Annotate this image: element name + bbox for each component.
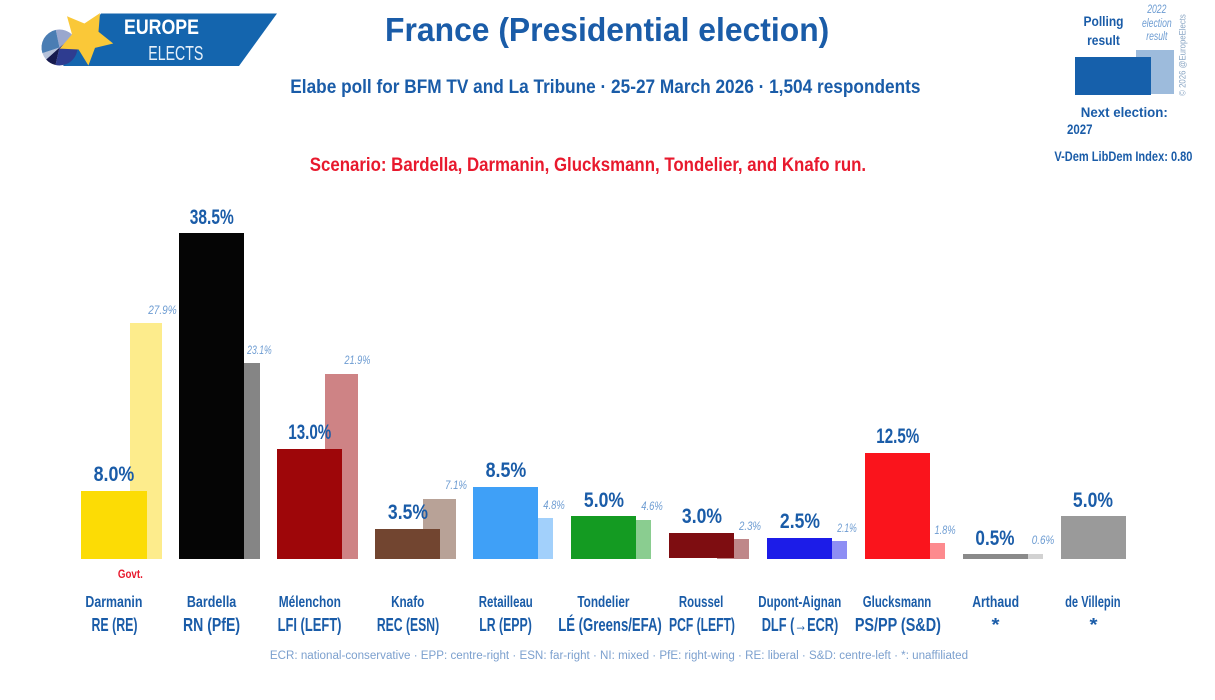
svg-text:ELECTS: ELECTS [148, 43, 203, 65]
svg-text:EUROPE: EUROPE [124, 15, 199, 39]
